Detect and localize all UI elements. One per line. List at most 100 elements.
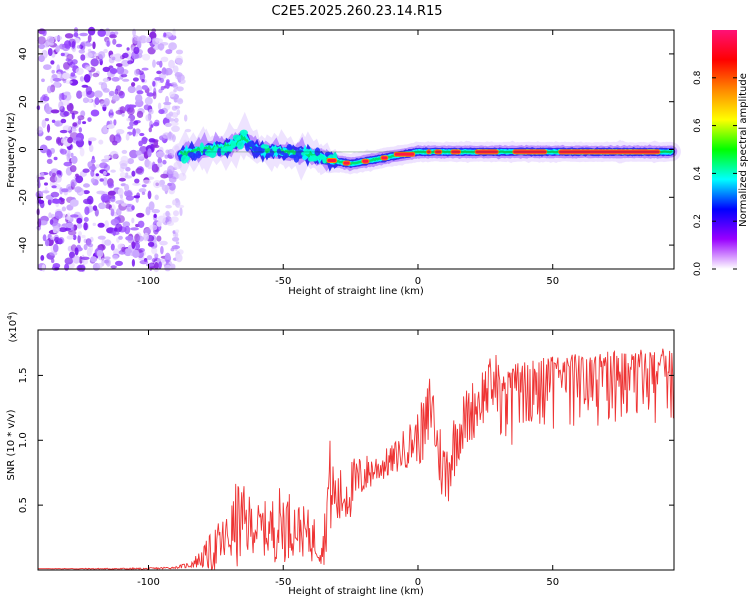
heatmap-noise-cell (120, 73, 128, 78)
snr-x-tick-label: -100 (137, 577, 160, 588)
heatmap-noise-cell (54, 174, 62, 183)
heatmap-noise-cell (92, 72, 100, 78)
snr-plot-area (38, 348, 674, 570)
heatmap-noise-cell (125, 172, 129, 177)
heatmap-noise-cell (87, 48, 92, 53)
heatmap-noise-cell (46, 85, 53, 94)
heatmap-noise-cell (64, 227, 72, 231)
heatmap-noise-cell (164, 255, 172, 260)
snr-exponent-label: (x104) (6, 311, 19, 342)
heatmap-noise-cell (50, 236, 55, 240)
heatmap-noise-cell (135, 150, 142, 156)
heatmap-noise-cell (63, 91, 71, 96)
colorbar-tick-label: 0.2 (693, 214, 703, 228)
heatmap-noise-cell (80, 54, 86, 61)
heatmap-noise-cell (79, 76, 85, 82)
heatmap-noise-cell (99, 178, 104, 182)
heatmap-ridge-blob (276, 148, 281, 154)
heatmap-noise-cell (100, 100, 109, 108)
heatmap-noise-cell (147, 190, 152, 200)
heatmap-noise-cell (42, 96, 50, 102)
heatmap-noise-cell (79, 32, 88, 37)
snr-series-line (38, 348, 674, 570)
heatmap-noise-cell (109, 34, 117, 39)
heatmap-noise-cell (70, 72, 76, 77)
heatmap-noise-cell (178, 172, 187, 181)
heatmap-noise-cell (103, 256, 111, 260)
heatmap-noise-cell (74, 247, 79, 256)
heatmap-noise-cell (94, 90, 103, 98)
heatmap-noise-cell (62, 125, 72, 132)
heatmap-noise-cell (42, 234, 47, 242)
heatmap-noise-cell (120, 162, 128, 170)
heatmap-noise-cell (172, 65, 179, 74)
heatmap-ridge-blob (309, 155, 319, 162)
heatmap-ridge-blob (232, 134, 242, 141)
heatmap-noise-cell (81, 84, 89, 88)
heatmap-noise-cell (84, 52, 93, 59)
snr-x-tick-label: 50 (546, 577, 559, 588)
heatmap-noise-cell (166, 132, 174, 141)
heatmap-noise-cell (171, 125, 180, 132)
heatmap-noise-cell (171, 245, 180, 250)
heatmap-noise-cell (132, 77, 139, 82)
heatmap-noise-cell (55, 45, 60, 53)
heatmap-noise-cell (146, 263, 155, 267)
heatmap-noise-cell (170, 216, 179, 223)
colorbar-tick-label: 0.0 (693, 262, 703, 277)
heatmap-noise-cell (148, 127, 152, 133)
heatmap-noise-cell (120, 155, 129, 164)
heatmap-noise-cell (73, 32, 79, 37)
heatmap-noise-cell (179, 207, 183, 217)
heatmap-noise-cell (76, 90, 83, 99)
heatmap-noise-cell (62, 78, 67, 84)
heatmap-noise-cell (80, 256, 90, 260)
heatmap-noise-cell (171, 82, 177, 86)
heatmap-noise-cell (134, 69, 140, 76)
heatmap-noise-cell (152, 180, 162, 189)
spectrogram-y-tick-label: 0 (18, 146, 29, 152)
heatmap-noise-cell (131, 82, 136, 87)
heatmap-noise-cell (102, 77, 110, 83)
heatmap-noise-cell (127, 85, 136, 94)
heatmap-noise-cell (109, 115, 114, 119)
heatmap-noise-cell (158, 109, 165, 115)
heatmap-noise-cell (83, 190, 90, 195)
heatmap-noise-cell (97, 222, 105, 228)
heatmap-noise-cell (110, 265, 117, 269)
heatmap-noise-cell (75, 175, 84, 184)
snr-x-tick-label: -50 (275, 577, 291, 588)
heatmap-noise-cell (103, 155, 111, 160)
heatmap-ridge-blob (213, 146, 219, 154)
heatmap-noise-cell (118, 235, 123, 240)
heatmap-noise-cell (152, 80, 156, 87)
heatmap-noise-cell (67, 136, 73, 144)
heatmap-noise-cell (128, 104, 137, 108)
heatmap-noise-cell (69, 110, 79, 115)
heatmap-noise-cell (76, 217, 83, 224)
heatmap-noise-cell (70, 214, 79, 218)
heatmap-noise-cell (90, 109, 100, 117)
heatmap-noise-cell (133, 46, 140, 55)
heatmap-noise-cell (68, 38, 76, 48)
heatmap-noise-cell (113, 31, 119, 35)
heatmap-noise-cell (115, 260, 123, 266)
heatmap-noise-cell (137, 220, 145, 228)
heatmap-noise-cell (174, 229, 180, 233)
heatmap-noise-cell (148, 138, 156, 143)
heatmap-noise-cell (148, 108, 154, 115)
heatmap-noise-cell (46, 123, 51, 133)
heatmap-noise-cell (141, 184, 147, 188)
heatmap-noise-cell (163, 101, 172, 106)
heatmap-noise-cell (84, 206, 90, 215)
heatmap-noise-cell (100, 82, 108, 91)
heatmap-noise-cell (72, 255, 81, 264)
heatmap-noise-cell (41, 78, 45, 83)
heatmap-noise-cell (157, 102, 162, 111)
heatmap-noise-cell (121, 246, 126, 252)
heatmap-noise-cell (121, 113, 125, 117)
heatmap-noise-cell (141, 78, 145, 83)
heatmap-noise-cell (149, 224, 158, 231)
heatmap-noise-cell (152, 91, 157, 100)
heatmap-noise-cell (51, 69, 55, 74)
